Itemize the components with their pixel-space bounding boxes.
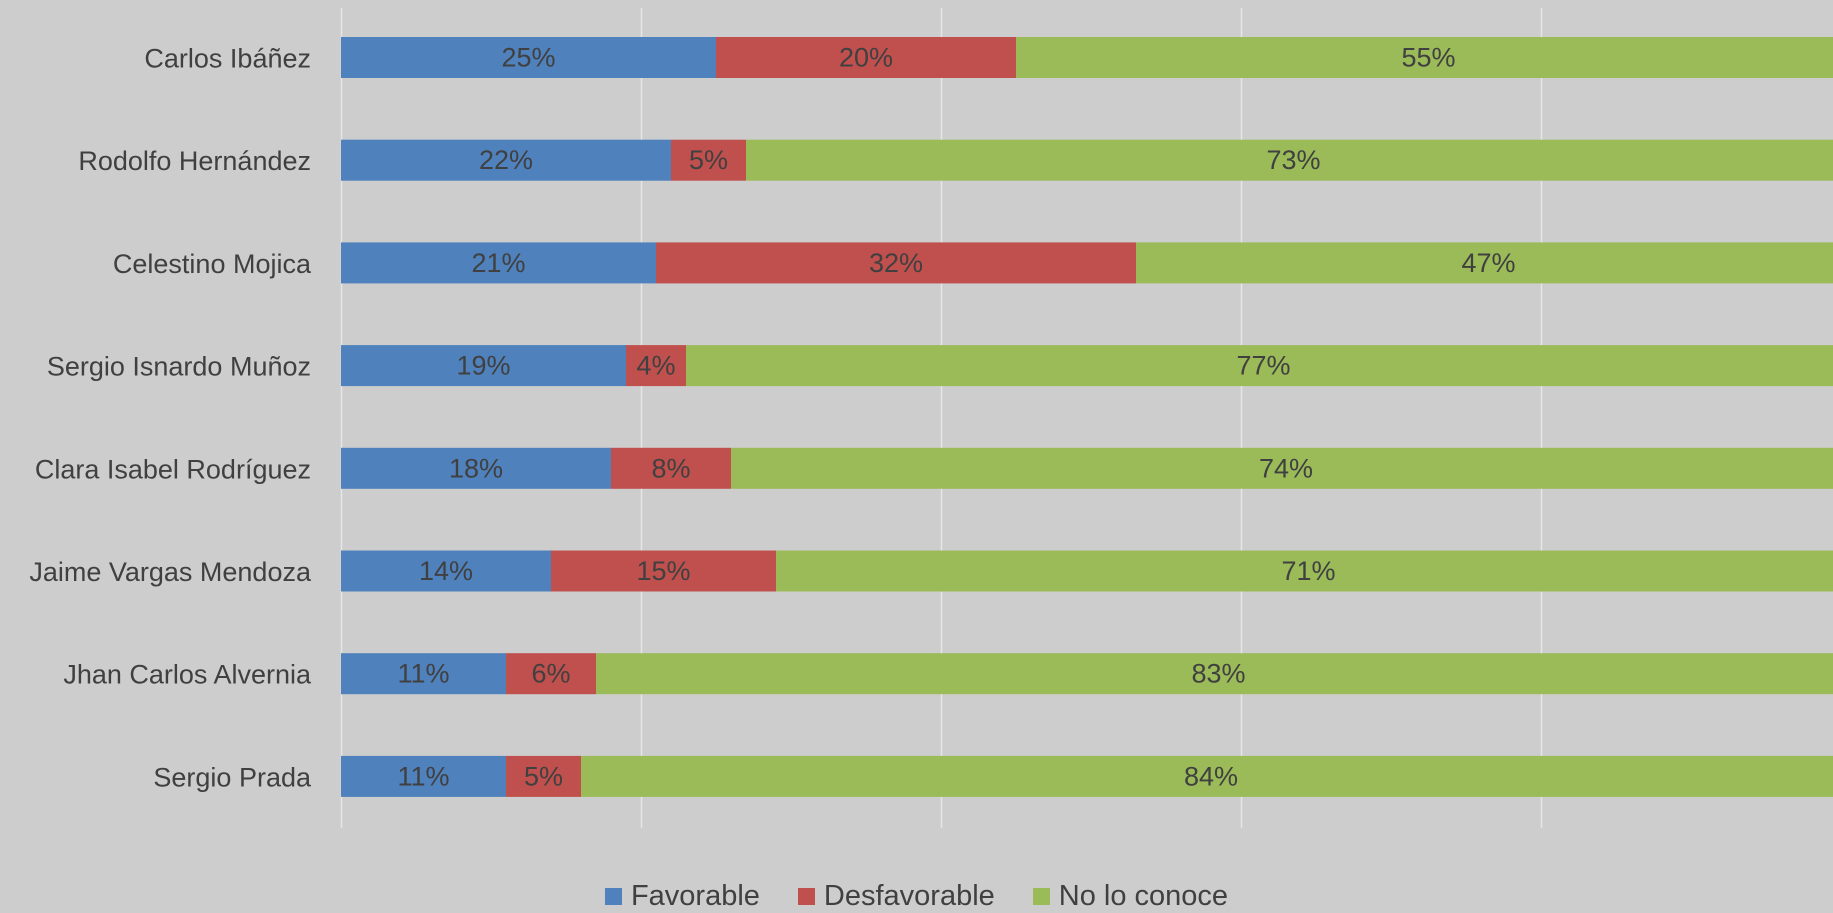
data-label: 84% [1184, 761, 1238, 791]
legend-swatch-desfavorable [797, 888, 815, 905]
bar-segment [506, 653, 596, 695]
bar-segment [1136, 242, 1833, 284]
bar-segment [341, 550, 551, 592]
legend-swatch-no-lo-conoce [1032, 888, 1050, 905]
bar-segment [341, 755, 506, 797]
data-label: 19% [456, 351, 510, 381]
bar-segment [611, 447, 731, 489]
data-label: 20% [839, 43, 893, 73]
bar-segment [341, 139, 671, 181]
data-label: 25% [501, 43, 555, 73]
data-label: 11% [397, 659, 449, 689]
data-label: 47% [1461, 248, 1515, 278]
data-label: 21% [471, 248, 525, 278]
data-label: 8% [651, 453, 690, 483]
bar-segment [716, 37, 1016, 78]
chart-legend: Favorable Desfavorable No lo conoce [0, 880, 1833, 913]
data-label: 5% [524, 761, 563, 791]
data-label: 74% [1259, 453, 1313, 483]
bar-segment [671, 139, 746, 181]
bar-segment [341, 653, 506, 695]
data-label: 11% [397, 761, 449, 791]
data-label: 71% [1281, 556, 1335, 586]
data-label: 15% [636, 556, 690, 586]
legend-item-favorable: Favorable [604, 880, 760, 913]
category-label: Carlos Ibáñez [144, 44, 311, 74]
legend-label-no-lo-conoce: No lo conoce [1058, 880, 1229, 912]
legend-label-desfavorable: Desfavorable [823, 880, 995, 912]
legend-swatch-favorable [604, 888, 622, 905]
data-label: 14% [419, 556, 473, 586]
bar-segment [581, 755, 1833, 797]
bar-segment [341, 242, 656, 284]
category-label: Rodolfo Hernández [78, 146, 311, 176]
category-label: Celestino Mojica [113, 249, 312, 279]
legend-label-favorable: Favorable [630, 880, 760, 912]
legend-item-desfavorable: Desfavorable [797, 880, 995, 913]
data-label: 6% [531, 659, 570, 689]
data-label: 83% [1191, 659, 1245, 689]
data-label: 5% [689, 145, 728, 175]
category-label: Sergio Isnardo Muñoz [47, 352, 311, 382]
data-label: 55% [1401, 43, 1455, 73]
bar-segment [686, 345, 1833, 387]
bar-segment [506, 755, 581, 797]
category-label: Jaime Vargas Mendoza [29, 557, 312, 587]
category-label: Sergio Prada [153, 762, 312, 792]
bar-segment [1016, 37, 1833, 78]
bar-segment [776, 550, 1833, 592]
category-label: Clara Isabel Rodríguez [35, 454, 311, 484]
bar-segment [341, 447, 611, 489]
category-label: Jhan Carlos Alvernia [63, 660, 312, 690]
data-label: 4% [636, 351, 675, 381]
bar-segment [596, 653, 1833, 695]
data-label: 32% [869, 248, 923, 278]
legend-item-no-lo-conoce: No lo conoce [1032, 880, 1229, 913]
data-label: 73% [1266, 145, 1320, 175]
bar-segment [656, 242, 1136, 284]
data-label: 18% [449, 453, 503, 483]
bar-segment [746, 139, 1833, 181]
bar-segment [341, 37, 716, 78]
data-label: 77% [1236, 351, 1290, 381]
bar-segment [341, 345, 626, 387]
bar-segment [626, 345, 686, 387]
bar-segment [551, 550, 776, 592]
data-label: 22% [479, 145, 533, 175]
bar-segment [731, 447, 1833, 489]
